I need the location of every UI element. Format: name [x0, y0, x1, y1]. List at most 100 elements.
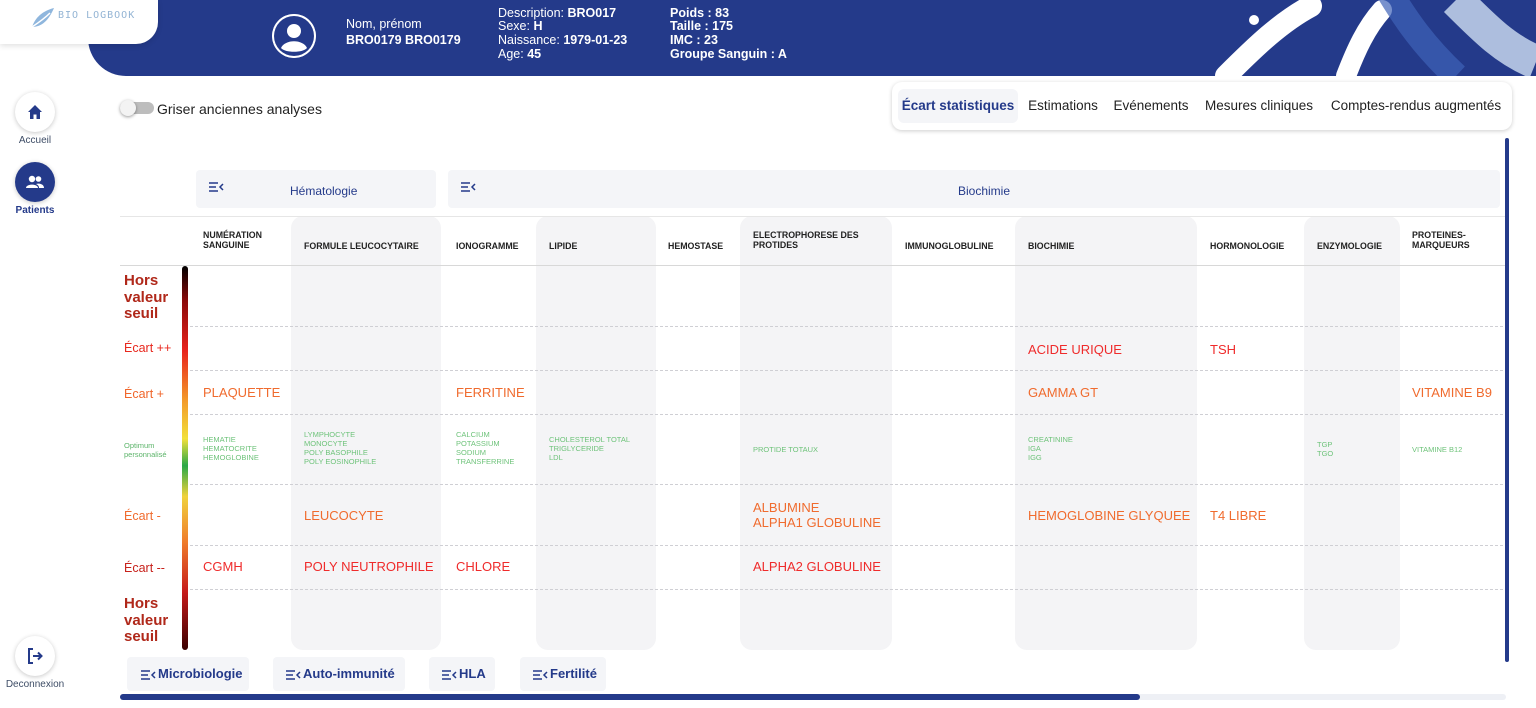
home-button[interactable] — [15, 92, 55, 132]
analyte-plaquette[interactable]: PLAQUETTE — [203, 385, 281, 400]
sidebar-item-patients[interactable]: Patients — [0, 162, 70, 216]
group-biochemistry[interactable]: Biochimie — [448, 170, 1500, 208]
row-label-hors-bottom: Hors valeur seuil — [124, 595, 169, 645]
collapse-menu-icon[interactable] — [460, 181, 476, 193]
deviation-color-scale — [182, 266, 188, 650]
analyte-chlore[interactable]: CHLORE — [456, 559, 511, 574]
bottom-tab-hla[interactable]: HLA — [429, 657, 495, 691]
bottom-tab-label: Fertilité — [550, 666, 597, 681]
analyte-t4-libre[interactable]: T4 LIBRE — [1210, 508, 1267, 523]
analyte-leucocyte[interactable]: LEUCOCYTE — [304, 508, 384, 523]
group-biochemistry-label: Biochimie — [958, 184, 1011, 198]
column-header-hemostase: HEMOSTASE — [668, 241, 724, 251]
analytes-optimum-lipide[interactable]: CHOLESTEROL TOTAL TRIGLYCERIDE LDL — [549, 435, 630, 462]
description-field: Description: BRO017 — [498, 6, 617, 20]
age-field: Age: 45 — [498, 47, 542, 61]
logo-text: BIO LOGBOOK — [58, 10, 136, 21]
home-icon — [28, 105, 42, 119]
collapse-menu-icon — [141, 669, 156, 680]
tab-estimations[interactable]: Estimations — [1028, 98, 1098, 113]
analyte-acide-urique[interactable]: ACIDE URIQUE — [1028, 342, 1122, 357]
analytes-optimum-electrophorese[interactable]: PROTIDE TOTAUX — [753, 445, 819, 454]
vertical-scrollbar[interactable] — [1505, 138, 1509, 662]
birth-field: Naissance: 1979-01-23 — [498, 33, 628, 47]
logout-label: Deconnexion — [5, 679, 65, 690]
column-header-biochimie: BIOCHIMIE — [1028, 241, 1075, 251]
analyte-cgmh[interactable]: CGMH — [203, 559, 243, 574]
column-header-electrophorese: ELECTROPHORESE DES PROTIDES — [753, 230, 859, 250]
bmi-field: IMC : 23 — [670, 33, 718, 47]
tab-evenements[interactable]: Evénements — [1113, 98, 1189, 113]
collapse-menu-icon — [442, 669, 457, 680]
bottom-tab-label: Microbiologie — [158, 666, 243, 681]
toggle-knob[interactable] — [120, 100, 136, 116]
tab-mesures-cliniques[interactable]: Mesures cliniques — [1204, 98, 1314, 113]
column-header-enzymologie: ENZYMOLOGIE — [1317, 241, 1383, 251]
column-header-immunoglobuline: IMMUNOGLOBULINE — [905, 241, 994, 251]
home-label: Accueil — [18, 135, 52, 146]
grey-old-analyses-toggle[interactable] — [120, 100, 154, 116]
app-logo[interactable]: BIO LOGBOOK — [0, 0, 158, 44]
tab-comptes-rendus[interactable]: Comptes-rendus augmentés — [1330, 98, 1502, 113]
row-label-hors-top: Hors valeur seuil — [124, 272, 169, 322]
logout-icon — [28, 648, 43, 664]
analyte-poly-neutrophile[interactable]: POLY NEUTROPHILE — [304, 559, 434, 574]
analyte-ferritine[interactable]: FERRITINE — [456, 385, 525, 400]
patient-header: Nom, prénom BRO0179 BRO0179 Description:… — [88, 0, 1536, 76]
column-header-numeration: NUMÉRATION SANGUINE — [203, 230, 262, 250]
row-divider — [190, 370, 1508, 371]
tab-ecart-statistiques[interactable]: Écart statistiques — [898, 89, 1018, 123]
collapse-menu-icon — [286, 669, 301, 680]
divider — [120, 265, 1508, 266]
column-band-biochimie — [1015, 216, 1197, 650]
sex-field: Sexe: H — [498, 19, 543, 33]
collapse-menu-icon[interactable] — [208, 181, 224, 193]
analytes-albumine-alpha1[interactable]: ALBUMINE ALPHA1 GLOBULINE — [753, 500, 881, 530]
analytes-optimum-numeration[interactable]: HEMATIE HEMATOCRITE HEMOGLOBINE — [203, 435, 259, 462]
row-divider — [190, 545, 1508, 546]
divider — [120, 216, 1508, 217]
column-header-hormonologie: HORMONOLOGIE — [1210, 241, 1285, 251]
blood-group-field: Groupe Sanguin : A — [670, 47, 787, 61]
analyte-gamma-gt[interactable]: GAMMA GT — [1028, 385, 1099, 400]
analytes-optimum-formule[interactable]: LYMPHOCYTE MONOCYTE POLY BASOPHILE POLY … — [304, 430, 377, 466]
patients-icon — [26, 175, 44, 188]
column-header-lipide: LIPIDE — [549, 241, 578, 251]
column-band-lipide — [536, 216, 656, 650]
analyte-hemoglobine-glyquee[interactable]: HEMOGLOBINE GLYQUEE — [1028, 508, 1191, 523]
group-hematology[interactable]: Hématologie — [196, 170, 436, 208]
analyte-tsh[interactable]: TSH — [1210, 342, 1236, 357]
analytes-optimum-biochimie[interactable]: CREATININE IGA IGG — [1028, 435, 1073, 462]
group-hematology-label: Hématologie — [290, 184, 358, 198]
header-decoration — [1215, 0, 1536, 76]
column-header-ionogramme: IONOGRAMME — [456, 241, 519, 251]
analytes-optimum-proteines[interactable]: VITAMINE B12 — [1412, 445, 1463, 454]
weight-field: Poids : 83 — [670, 6, 730, 20]
row-label-optimum: Optimum personnalisé — [124, 441, 167, 459]
toggle-label: Griser anciennes analyses — [157, 101, 322, 117]
row-divider — [190, 326, 1508, 327]
analyte-vitamine-b9[interactable]: VITAMINE B9 — [1412, 385, 1492, 400]
height-field: Taille : 175 — [670, 19, 733, 33]
column-header-proteines: PROTEINES-MARQUEURS — [1412, 230, 1470, 250]
bottom-tab-label: HLA — [459, 666, 486, 681]
view-tabs: Écart statistiques Estimations Evénement… — [892, 82, 1512, 130]
column-band-electrophorese — [740, 216, 892, 650]
analytes-optimum-ionogramme[interactable]: CALCIUM POTASSIUM SODIUM TRANSFERRINE — [456, 430, 515, 466]
logout-button[interactable] — [15, 636, 55, 676]
analytes-optimum-enzymologie[interactable]: TGP TGO — [1317, 440, 1334, 458]
bottom-tab-fertilite[interactable]: Fertilité — [520, 657, 606, 691]
patients-label: Patients — [15, 205, 55, 216]
analyte-alpha2-globuline[interactable]: ALPHA2 GLOBULINE — [753, 559, 881, 574]
row-divider — [190, 484, 1508, 485]
sidebar-item-logout[interactable]: Deconnexion — [0, 636, 70, 690]
patients-button[interactable] — [15, 162, 55, 202]
patient-name-label: Nom, prénom — [346, 17, 422, 31]
collapse-menu-icon — [533, 669, 548, 680]
bottom-tab-auto-immunite[interactable]: Auto-immunité — [273, 657, 405, 691]
horizontal-scrollbar-thumb[interactable] — [120, 694, 1140, 700]
row-divider — [190, 589, 1508, 590]
row-label-ecart-p: Écart + — [124, 387, 164, 401]
bottom-tab-microbiologie[interactable]: Microbiologie — [127, 657, 249, 691]
sidebar-item-home[interactable]: Accueil — [0, 92, 70, 146]
